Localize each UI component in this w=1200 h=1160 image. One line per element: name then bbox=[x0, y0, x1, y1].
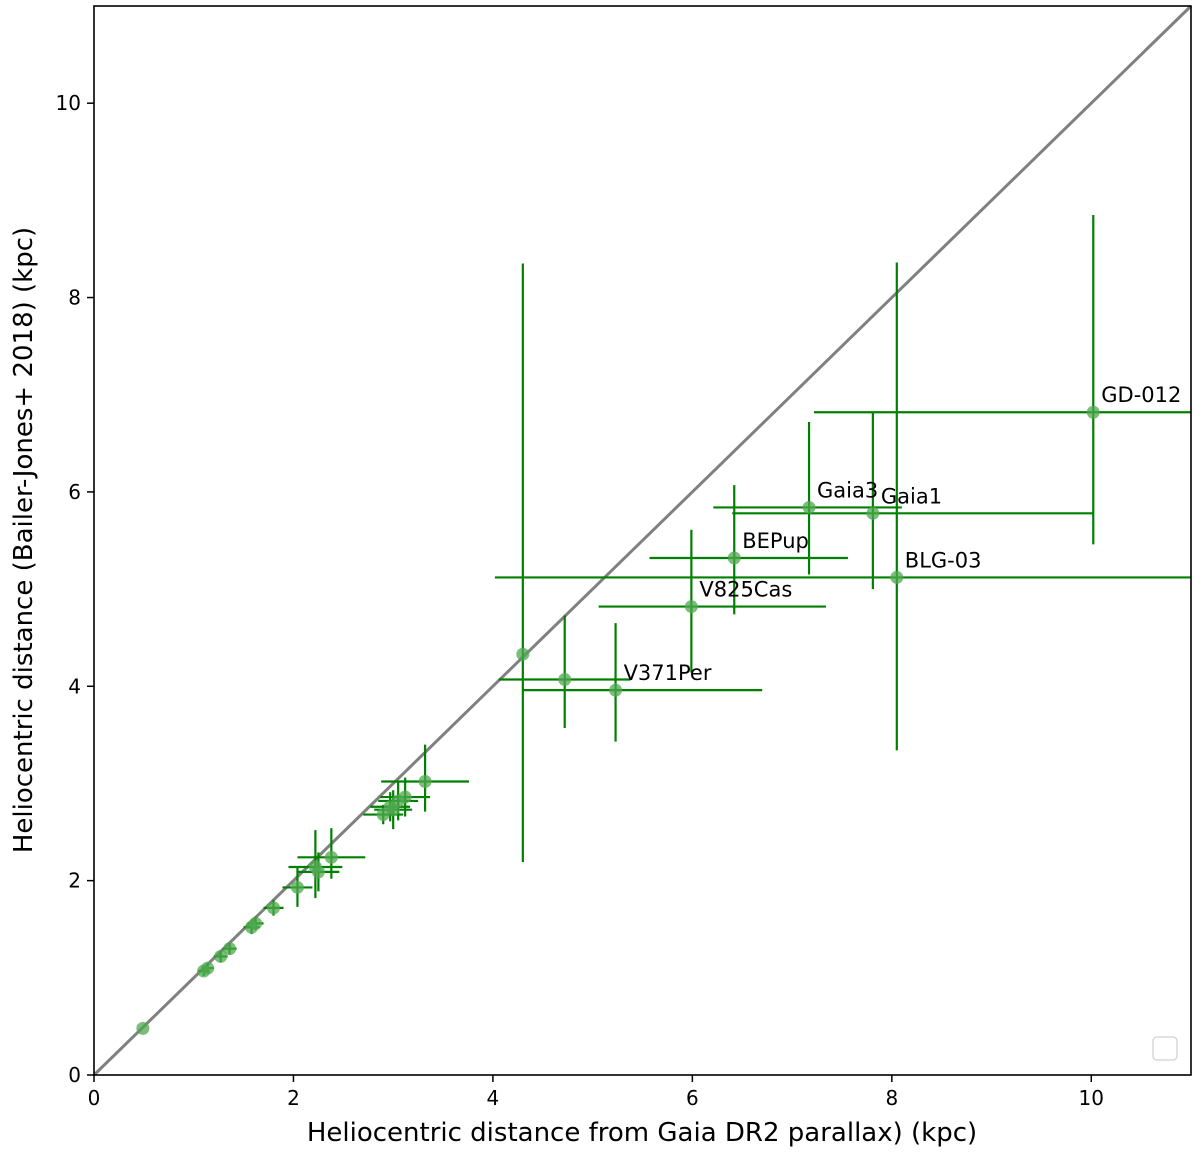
legend-box bbox=[1152, 1036, 1178, 1061]
y-tick-label: 4 bbox=[68, 674, 81, 698]
v371per-marker bbox=[609, 683, 623, 697]
point-6-marker bbox=[249, 916, 263, 930]
point-8-marker bbox=[290, 880, 304, 894]
point-0-marker bbox=[136, 1021, 150, 1035]
v825cas-annotation: V825Cas bbox=[699, 578, 792, 602]
point-18-marker bbox=[516, 647, 530, 661]
point-10-marker bbox=[311, 865, 325, 879]
y-tick-label: 2 bbox=[68, 869, 81, 893]
gaia3-annotation: Gaia3 bbox=[817, 478, 878, 502]
annotations-layer: V371Per V825Cas BEPup Gaia3 Gaia1 BLG-03 GD-01… bbox=[624, 383, 1182, 685]
y-axis: 0 2 4 6 8 10 bbox=[56, 91, 94, 1087]
bepup-marker bbox=[727, 551, 741, 565]
blg-03-annotation: BLG-03 bbox=[905, 548, 982, 572]
gaia1-annotation: Gaia1 bbox=[881, 484, 942, 508]
gd-012-marker bbox=[1086, 405, 1100, 419]
point-3-marker bbox=[214, 949, 228, 963]
gd-012-annotation: GD-012 bbox=[1101, 383, 1181, 407]
bepup-annotation: BEPup bbox=[742, 529, 809, 553]
x-axis-label: Heliocentric distance from Gaia DR2 para… bbox=[307, 1118, 977, 1148]
gaia3-marker bbox=[802, 500, 816, 514]
one-to-one-reference-line bbox=[92, 4, 1193, 1077]
x-tick-label: 8 bbox=[885, 1086, 898, 1110]
v825cas-marker bbox=[684, 600, 698, 614]
y-axis-label: Heliocentric distance (Bailer-Jones+ 201… bbox=[9, 227, 39, 853]
point-4-marker bbox=[223, 942, 237, 956]
plot-frame bbox=[93, 5, 1192, 1076]
x-tick-label: 2 bbox=[287, 1086, 300, 1110]
blg-03-marker bbox=[890, 570, 904, 584]
x-tick-label: 0 bbox=[88, 1086, 101, 1110]
point-7-marker bbox=[267, 901, 281, 915]
point-19-marker bbox=[558, 672, 572, 686]
point-17-marker bbox=[418, 775, 432, 789]
gaia1-marker bbox=[866, 506, 880, 520]
y-tick-label: 8 bbox=[68, 286, 81, 310]
x-axis: 0 2 4 6 8 10 bbox=[88, 1075, 1104, 1110]
y-tick-label: 0 bbox=[68, 1063, 81, 1087]
point-2-marker bbox=[201, 961, 215, 975]
x-tick-label: 6 bbox=[686, 1086, 699, 1110]
y-tick-label: 10 bbox=[56, 91, 81, 115]
x-tick-label: 10 bbox=[1079, 1086, 1104, 1110]
x-tick-label: 4 bbox=[487, 1086, 500, 1110]
point-16-marker bbox=[398, 790, 412, 804]
point-11-marker bbox=[324, 850, 338, 864]
v371per-annotation: V371Per bbox=[624, 661, 712, 685]
data-points-layer bbox=[136, 405, 1100, 1035]
y-tick-label: 6 bbox=[68, 480, 81, 504]
